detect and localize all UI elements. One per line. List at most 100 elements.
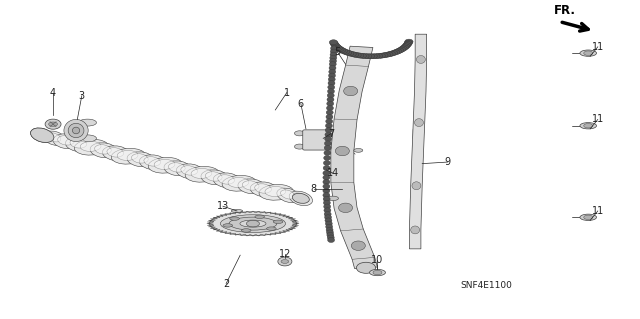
Ellipse shape [273, 220, 283, 224]
Ellipse shape [323, 193, 330, 198]
Ellipse shape [238, 179, 265, 194]
Ellipse shape [333, 44, 341, 49]
Ellipse shape [358, 53, 367, 58]
Ellipse shape [323, 171, 330, 176]
Ellipse shape [72, 127, 80, 134]
Ellipse shape [117, 151, 138, 160]
Ellipse shape [80, 141, 101, 151]
Text: 8: 8 [310, 184, 317, 194]
Ellipse shape [415, 119, 424, 127]
Ellipse shape [366, 54, 374, 59]
Ellipse shape [580, 122, 596, 129]
Ellipse shape [356, 262, 376, 273]
Ellipse shape [45, 119, 61, 129]
Ellipse shape [324, 208, 331, 213]
Ellipse shape [411, 226, 420, 234]
Ellipse shape [404, 39, 413, 44]
Circle shape [373, 270, 382, 275]
Text: 3: 3 [79, 91, 85, 101]
Ellipse shape [324, 204, 331, 209]
Ellipse shape [326, 119, 333, 124]
Ellipse shape [369, 269, 385, 276]
Ellipse shape [355, 53, 364, 58]
Ellipse shape [255, 215, 264, 219]
Ellipse shape [404, 40, 413, 45]
Ellipse shape [326, 230, 333, 235]
Ellipse shape [328, 73, 335, 78]
Ellipse shape [324, 150, 331, 155]
Text: 9: 9 [445, 157, 451, 167]
Ellipse shape [330, 58, 337, 63]
Ellipse shape [79, 135, 97, 142]
Ellipse shape [43, 131, 66, 145]
Ellipse shape [148, 158, 182, 173]
Ellipse shape [364, 54, 372, 59]
Ellipse shape [111, 148, 145, 164]
Circle shape [584, 123, 593, 128]
Ellipse shape [361, 54, 369, 59]
Ellipse shape [201, 170, 228, 185]
Ellipse shape [65, 137, 93, 152]
Ellipse shape [324, 155, 331, 160]
Ellipse shape [380, 53, 388, 58]
Ellipse shape [580, 50, 596, 56]
Ellipse shape [336, 47, 344, 52]
Ellipse shape [326, 115, 333, 119]
Ellipse shape [401, 44, 410, 49]
Circle shape [584, 215, 593, 219]
Ellipse shape [328, 85, 335, 90]
Ellipse shape [68, 123, 84, 138]
Ellipse shape [326, 101, 333, 106]
Ellipse shape [90, 143, 117, 158]
Ellipse shape [403, 43, 411, 48]
Ellipse shape [372, 54, 380, 59]
Ellipse shape [185, 167, 220, 182]
Ellipse shape [374, 54, 383, 58]
Ellipse shape [324, 137, 332, 142]
Ellipse shape [397, 47, 406, 52]
Ellipse shape [292, 193, 309, 203]
Ellipse shape [265, 187, 286, 197]
Circle shape [246, 220, 259, 227]
Text: 2: 2 [223, 278, 229, 289]
FancyBboxPatch shape [303, 130, 337, 150]
Ellipse shape [337, 48, 346, 53]
Ellipse shape [324, 145, 331, 150]
Text: 14: 14 [326, 168, 339, 178]
Ellipse shape [325, 132, 332, 137]
Ellipse shape [223, 224, 232, 227]
Text: 10: 10 [371, 255, 383, 265]
Ellipse shape [329, 65, 336, 70]
Ellipse shape [329, 62, 336, 67]
Ellipse shape [205, 172, 222, 181]
Ellipse shape [267, 227, 276, 230]
Ellipse shape [323, 200, 330, 205]
Ellipse shape [328, 89, 335, 94]
Ellipse shape [325, 123, 332, 128]
Ellipse shape [326, 106, 333, 111]
Text: 6: 6 [298, 99, 304, 109]
Ellipse shape [70, 139, 86, 148]
Ellipse shape [229, 217, 277, 230]
Text: 5: 5 [334, 47, 340, 56]
Ellipse shape [377, 53, 385, 58]
Ellipse shape [213, 173, 241, 188]
Ellipse shape [580, 214, 596, 220]
Ellipse shape [328, 77, 335, 82]
Ellipse shape [95, 145, 111, 154]
Ellipse shape [369, 54, 378, 59]
Ellipse shape [294, 144, 305, 149]
Ellipse shape [324, 141, 332, 146]
Ellipse shape [243, 181, 259, 190]
Ellipse shape [34, 130, 49, 139]
Ellipse shape [323, 188, 330, 193]
Ellipse shape [327, 233, 334, 237]
Ellipse shape [324, 215, 332, 220]
Polygon shape [209, 212, 296, 235]
Ellipse shape [324, 211, 331, 217]
Ellipse shape [191, 168, 212, 178]
Ellipse shape [289, 191, 312, 205]
Ellipse shape [394, 49, 402, 54]
Ellipse shape [350, 52, 358, 57]
Ellipse shape [220, 215, 285, 233]
